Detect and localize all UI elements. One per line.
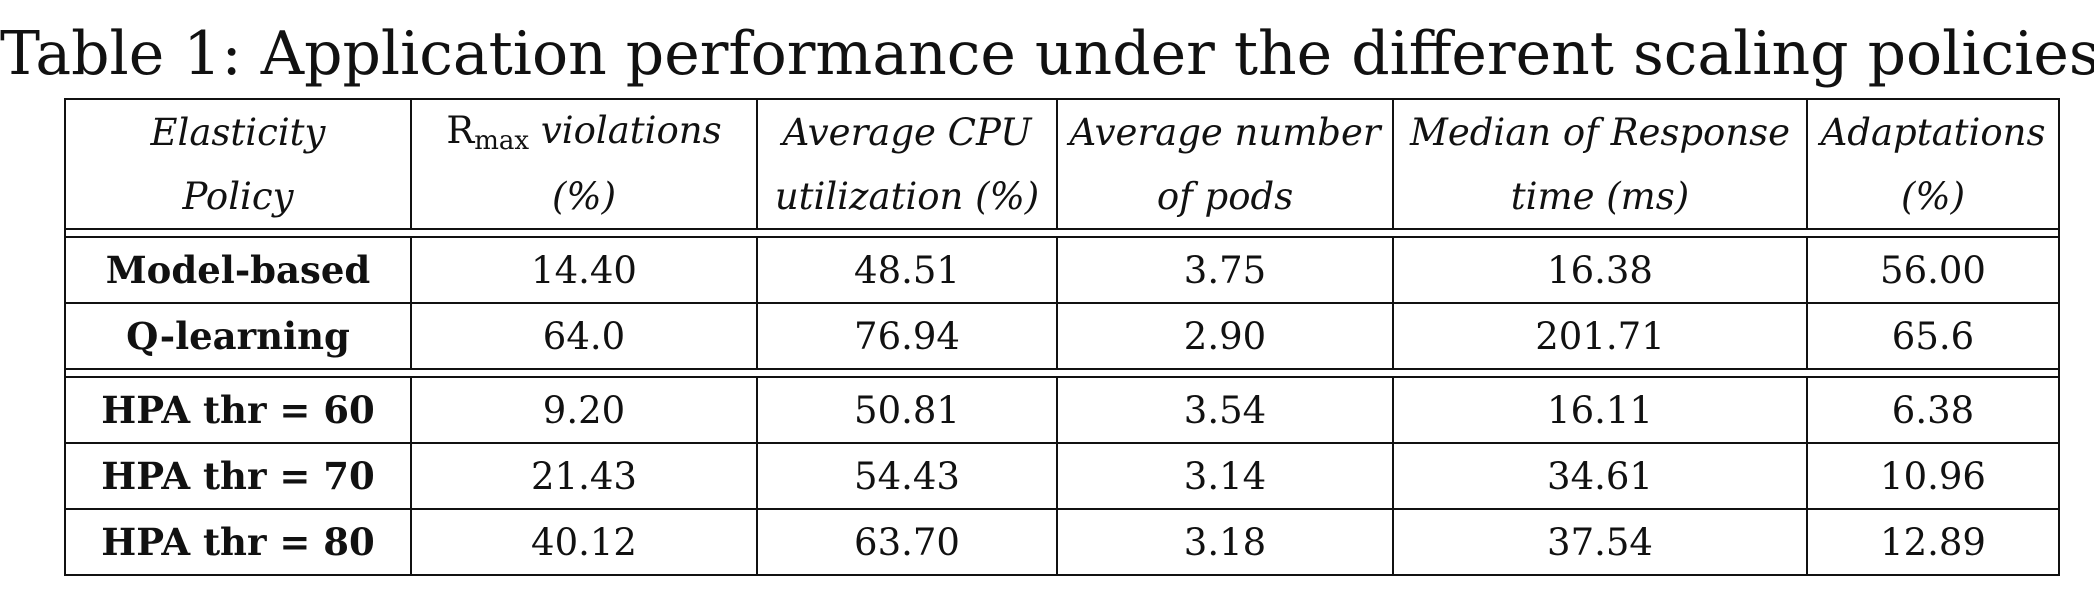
policy-cell: HPA thr = 80 <box>64 508 412 576</box>
violations-cell: 14.40 <box>410 236 758 304</box>
header-violations-line2: (%) <box>410 164 758 230</box>
adaptations-cell: 6.38 <box>1806 376 2060 444</box>
header-pods-line2: of pods <box>1056 164 1394 230</box>
cpu-cell: 50.81 <box>756 376 1058 444</box>
violations-cell: 64.0 <box>410 302 758 370</box>
table-row: HPA thr = 70 21.43 54.43 3.14 34.61 10.9… <box>64 442 2060 510</box>
table-row: HPA thr = 60 9.20 50.81 3.54 16.11 6.38 <box>64 376 2060 444</box>
response-cell: 16.38 <box>1392 236 1808 304</box>
header-violations-subscript: max <box>474 125 530 156</box>
header-violations: Rmax violations <box>410 98 758 164</box>
policy-cell: Q-learning <box>64 302 412 370</box>
response-cell: 37.54 <box>1392 508 1808 576</box>
policy-cell: HPA thr = 70 <box>64 442 412 510</box>
pods-cell: 2.90 <box>1056 302 1394 370</box>
table-row: Q-learning 64.0 76.94 2.90 201.71 65.6 <box>64 302 2060 370</box>
adaptations-cell: 65.6 <box>1806 302 2060 370</box>
header-adaptations-line2: (%) <box>1806 164 2060 230</box>
response-cell: 201.71 <box>1392 302 1808 370</box>
adaptations-cell: 12.89 <box>1806 508 2060 576</box>
policy-cell: HPA thr = 60 <box>64 376 412 444</box>
pods-cell: 3.18 <box>1056 508 1394 576</box>
header-response: Median of Response <box>1392 98 1808 164</box>
section-separator <box>64 228 2060 238</box>
cpu-cell: 76.94 <box>756 302 1058 370</box>
header-violations-symbol: R <box>446 108 475 152</box>
section-separator <box>64 368 2060 378</box>
header-policy: Elasticity <box>64 98 412 164</box>
adaptations-cell: 10.96 <box>1806 442 2060 510</box>
header-violations-word: violations <box>529 108 722 152</box>
table-row: HPA thr = 80 40.12 63.70 3.18 37.54 12.8… <box>64 508 2060 576</box>
header-row-1: Elasticity Rmax violations Average CPU A… <box>64 98 2060 164</box>
header-cpu-line2: utilization (%) <box>756 164 1058 230</box>
pods-cell: 3.14 <box>1056 442 1394 510</box>
response-cell: 16.11 <box>1392 376 1808 444</box>
header-adaptations: Adaptations <box>1806 98 2060 164</box>
header-cpu: Average CPU <box>756 98 1058 164</box>
policy-cell: Model-based <box>64 236 412 304</box>
violations-cell: 40.12 <box>410 508 758 576</box>
violations-cell: 21.43 <box>410 442 758 510</box>
header-response-line2: time (ms) <box>1392 164 1808 230</box>
header-policy-line2: Policy <box>64 164 412 230</box>
header-pods: Average number <box>1056 98 1394 164</box>
table-row: Model-based 14.40 48.51 3.75 16.38 56.00 <box>64 236 2060 304</box>
pods-cell: 3.54 <box>1056 376 1394 444</box>
pods-cell: 3.75 <box>1056 236 1394 304</box>
cpu-cell: 63.70 <box>756 508 1058 576</box>
cpu-cell: 54.43 <box>756 442 1058 510</box>
violations-cell: 9.20 <box>410 376 758 444</box>
table-caption: Table 1: Application performance under t… <box>0 19 2094 89</box>
cpu-cell: 48.51 <box>756 236 1058 304</box>
response-cell: 34.61 <box>1392 442 1808 510</box>
adaptations-cell: 56.00 <box>1806 236 2060 304</box>
results-table: Elasticity Rmax violations Average CPU A… <box>64 98 2060 576</box>
header-row-2: Policy (%) utilization (%) of pods time … <box>64 164 2060 230</box>
